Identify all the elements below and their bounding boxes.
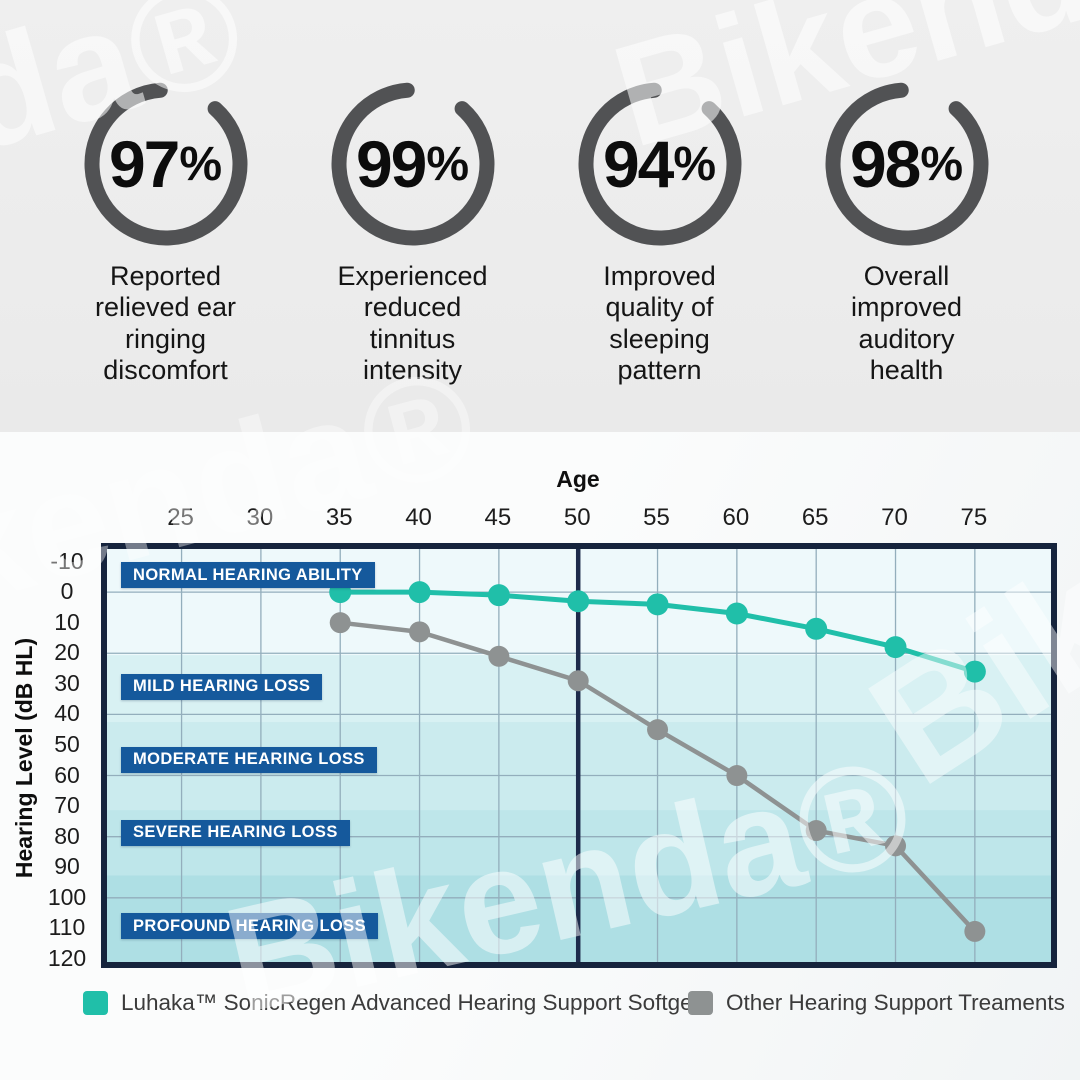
data-point	[726, 765, 748, 787]
y-tick-label: 60	[54, 761, 80, 788]
stat-number: 99	[355, 127, 427, 201]
stat-value: 97%	[84, 82, 248, 246]
plot-area: NORMAL HEARING ABILITY MILD HEARING LOSS M…	[101, 543, 1057, 968]
data-point	[647, 719, 669, 741]
y-tick-label: 70	[54, 792, 80, 819]
legend-swatch	[83, 991, 108, 1015]
stats-row: 97% Reported relieved ear ringing discom…	[42, 0, 1030, 386]
legend-label: Other Hearing Support Treaments	[726, 990, 1065, 1015]
x-tick-label: 45	[484, 504, 512, 531]
stat-percent-sign: %	[920, 137, 964, 191]
data-point	[725, 602, 748, 625]
stat-number: 97	[108, 127, 180, 201]
x-axis-title: Age	[556, 466, 600, 492]
data-point	[409, 621, 431, 643]
y-tick-label: 120	[47, 944, 87, 971]
progress-ring-icon	[825, 82, 988, 246]
data-point	[567, 670, 589, 692]
legend-item-luhaka: Luhaka™ SonicRegen Advanced Hearing Supp…	[83, 988, 709, 1018]
band-label: NORMAL HEARING ABILITY	[121, 562, 375, 589]
y-tick-label: 30	[54, 669, 80, 696]
data-point	[805, 617, 828, 640]
x-tick-label: 55	[643, 504, 670, 531]
data-point	[488, 645, 510, 667]
stat-number: 98	[849, 127, 921, 201]
data-point	[884, 636, 907, 659]
band-label: SEVERE HEARING LOSS	[121, 819, 350, 846]
band-label: MODERATE HEARING LOSS	[121, 746, 377, 773]
y-tick-label: -10	[50, 547, 84, 574]
stat-percent-sign: %	[426, 137, 470, 191]
stat-value: 98%	[825, 82, 989, 246]
x-tick-label: 30	[246, 504, 274, 531]
data-point	[408, 581, 431, 604]
stat-label: Overall improved auditory health	[850, 261, 963, 385]
progress-ring-icon	[578, 82, 741, 246]
data-point	[963, 660, 986, 683]
x-tick-label: 75	[960, 504, 988, 531]
stat-number: 94	[602, 127, 674, 201]
x-tick-label: 35	[325, 504, 353, 531]
data-point	[805, 820, 827, 842]
stat-value: 94%	[578, 82, 742, 246]
stat-percent-sign: %	[673, 137, 717, 191]
y-tick-label: 50	[54, 730, 80, 757]
band-label: PROFOUND HEARING LOSS	[121, 913, 378, 940]
y-tick-label: 110	[48, 914, 86, 941]
x-tick-label: 25	[167, 504, 194, 531]
y-tick-label: 20	[54, 639, 80, 666]
data-point	[567, 590, 590, 613]
stat-label: Experienced reduced tinnitus intensity	[337, 261, 488, 385]
x-tick-label: 70	[881, 504, 908, 531]
legend-item-other: Other Hearing Support Treaments	[688, 988, 1065, 1018]
data-point	[487, 584, 510, 607]
data-point	[964, 920, 986, 942]
band-label: MILD HEARING LOSS	[121, 673, 323, 700]
x-tick-label: 40	[405, 504, 432, 531]
stat-value: 99%	[331, 82, 495, 246]
stat-column: 94% Improved quality of sleeping pattern	[536, 0, 783, 386]
hearing-chart-section: Age 25 30 35 40 45 50 55 60 65 70 75 -10 0 10 20 30 40 5…	[0, 432, 1080, 1080]
stat-ring-wrap: 97%	[84, 82, 248, 246]
y-axis-title: Hearing Level (dB HL)	[11, 637, 37, 879]
data-point	[646, 593, 669, 616]
y-tick-label: 80	[54, 822, 80, 849]
stats-section: 97% Reported relieved ear ringing discom…	[0, 0, 1080, 432]
data-point	[885, 835, 907, 857]
progress-ring-icon	[331, 82, 494, 246]
x-tick-label: 65	[801, 504, 829, 531]
y-tick-label: 100	[47, 883, 87, 910]
stat-percent-sign: %	[179, 137, 223, 191]
x-tick-label: 50	[563, 504, 591, 531]
stat-column: 99% Experienced reduced tinnitus intensi…	[289, 0, 536, 386]
y-tick-label: 10	[54, 608, 80, 635]
stat-ring-wrap: 98%	[825, 82, 989, 246]
stat-label: Reported relieved ear ringing discomfort	[94, 261, 237, 385]
data-point	[329, 612, 351, 634]
legend-swatch	[688, 991, 713, 1015]
y-tick-label: 0	[60, 578, 74, 605]
stat-column: 97% Reported relieved ear ringing discom…	[42, 0, 289, 386]
legend-label: Luhaka™ SonicRegen Advanced Hearing Supp…	[121, 990, 709, 1015]
stat-ring-wrap: 94%	[578, 82, 742, 246]
y-tick-label: 90	[54, 853, 80, 880]
y-tick-label: 40	[54, 700, 80, 727]
stat-ring-wrap: 99%	[331, 82, 495, 246]
stat-column: 98% Overall improved auditory health	[783, 0, 1030, 386]
stat-label: Improved quality of sleeping pattern	[603, 261, 716, 385]
x-tick-label: 60	[722, 504, 750, 531]
progress-ring-icon	[84, 82, 247, 246]
